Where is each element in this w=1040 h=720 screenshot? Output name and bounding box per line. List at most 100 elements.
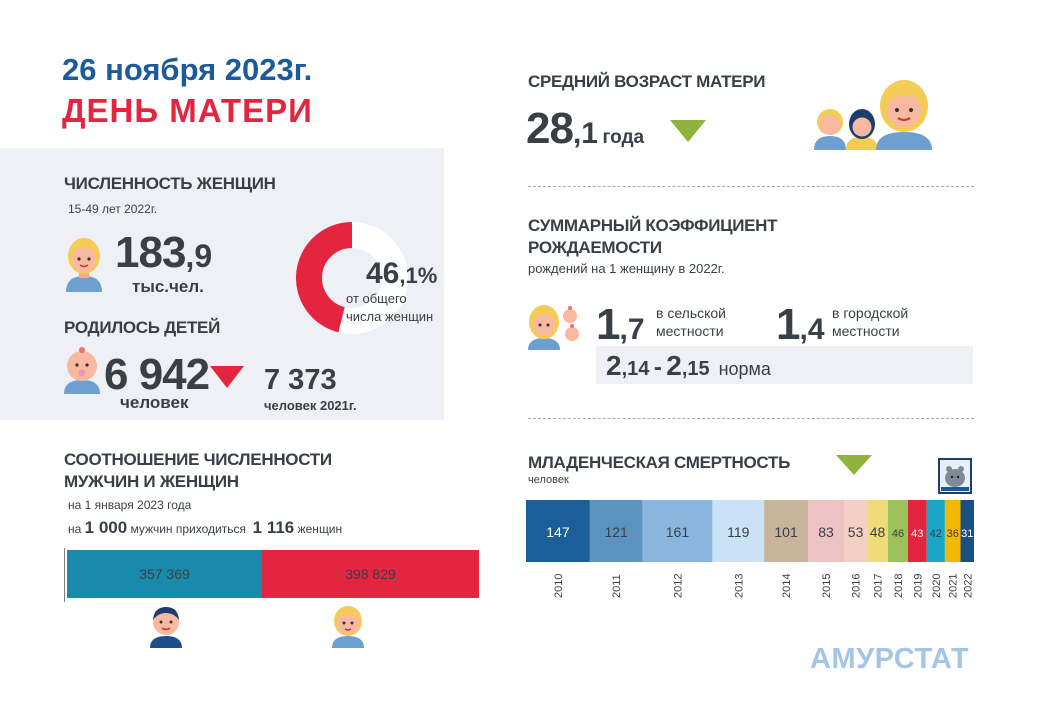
- ratio-title-2: МУЖЧИН И ЖЕНЩИН: [64, 472, 239, 491]
- norm-b-frac: ,15: [681, 358, 710, 380]
- norm-sep: -: [653, 354, 662, 381]
- norm-a-frac: ,14: [621, 358, 650, 380]
- mortality-year-2011: 2011: [611, 574, 623, 598]
- fertility-rural-label-1: в сельской: [656, 305, 726, 321]
- men-segment: 357 369: [67, 550, 262, 598]
- ratio-men-base: 1 000: [84, 518, 128, 537]
- ratio-bar-axis: [64, 548, 68, 602]
- mortality-bar-2020: [926, 500, 945, 562]
- divider-2: [528, 418, 974, 419]
- mortality-value-2018: 46: [892, 528, 904, 540]
- mortality-bar-2011: [589, 500, 643, 562]
- mortality-bar-2014: [764, 500, 809, 562]
- women-count: 183,9: [115, 228, 212, 278]
- mother-age-frac: ,1: [572, 117, 598, 150]
- mortality-value-2021: 36: [947, 528, 959, 540]
- mortality-bar-2010: [526, 500, 590, 562]
- births-prev-unit: человек 2021г.: [264, 398, 357, 413]
- women-count-frac: ,9: [185, 238, 213, 274]
- man-icon: [150, 607, 182, 648]
- mortality-value-2012: 161: [666, 524, 690, 540]
- births-prev-count: 7 373: [264, 364, 337, 396]
- donut-arc: [296, 222, 353, 333]
- fertility-rural-label-2: местности: [656, 323, 724, 339]
- fertility-urban-label-2: местности: [832, 323, 900, 339]
- mortality-value-2010: 147: [546, 524, 570, 540]
- mortality-value-2022: 31: [961, 528, 973, 540]
- ratio-line-suffix: женщин: [297, 522, 343, 536]
- mortality-bar-2017: [867, 500, 888, 562]
- mortality-chart: 147 2010 121 2011 161 2012 119 2013 101 2014 83 201…: [526, 500, 974, 598]
- agency-logo-text: АМУРСТАТ: [810, 643, 970, 675]
- fertility-rural-frac: ,7: [619, 313, 645, 346]
- mortality-title: МЛАДЕНЧЕСКАЯ СМЕРТНОСТЬ: [528, 453, 790, 472]
- mortality-year-2010: 2010: [553, 574, 565, 598]
- mortality-bar-2019: [907, 500, 927, 562]
- mortality-bar-2018: [887, 500, 908, 562]
- down-triangle-green-icon: [670, 120, 706, 142]
- women-segment: 398 829: [262, 550, 479, 598]
- women-share-int: 46: [366, 257, 400, 290]
- ratio-bar: 357 369 398 829: [67, 550, 479, 598]
- fertility-urban-int: 1: [776, 300, 801, 349]
- mortality-year-2019: 2019: [912, 574, 924, 598]
- ratio-line-prefix: на: [68, 522, 82, 536]
- mortality-value-2013: 119: [727, 524, 750, 540]
- men-value-label: 357 369: [139, 566, 190, 582]
- women-share-caption-2: числа женщин: [346, 309, 434, 324]
- ratio-women-per: 1 116: [252, 518, 295, 537]
- fertility-norm: 2,14 - 2,15 норма: [606, 350, 771, 382]
- mortality-value-2019: 43: [911, 528, 923, 540]
- mortality-value-2014: 101: [774, 524, 798, 540]
- norm-b-int: 2: [666, 350, 682, 381]
- date-title: 26 ноября 2023г.: [62, 52, 313, 87]
- fertility-rural: 1,7: [596, 300, 645, 350]
- fertility-urban-label: в городской местности: [832, 304, 908, 340]
- births-count: 6 942: [104, 350, 210, 399]
- event-title: ДЕНЬ МАТЕРИ: [62, 92, 313, 129]
- down-triangle-green-icon-2: [836, 455, 872, 475]
- fertility-urban-label-1: в городской: [832, 305, 909, 321]
- fertility-urban: 1,4: [776, 300, 825, 350]
- family-icon: [814, 80, 932, 150]
- mortality-year-2017: 2017: [873, 574, 885, 598]
- births-count-unit: человек: [120, 393, 189, 412]
- norm-label: норма: [718, 359, 771, 379]
- fertility-subtitle: рождений на 1 женщину в 2022г.: [528, 261, 725, 276]
- women-title: ЧИСЛЕННОСТЬ ЖЕНЩИН: [64, 174, 276, 193]
- baby-icon: [64, 347, 100, 394]
- mortality-year-2013: 2013: [733, 574, 745, 598]
- fertility-title-1: СУММАРНЫЙ КОЭФФИЦИЕНТ: [528, 216, 778, 235]
- fertility-title-2: РОЖДАЕМОСТИ: [528, 238, 662, 257]
- divider-1: [528, 186, 974, 187]
- women-count-unit: тыс.чел.: [132, 277, 204, 296]
- women-share-donut: [296, 222, 408, 334]
- women-value-label: 398 829: [345, 566, 396, 582]
- mortality-year-2018: 2018: [893, 574, 905, 598]
- mother-age-value: 28,1 года: [526, 104, 644, 154]
- mortality-unit: человек: [528, 474, 569, 486]
- mortality-year-2020: 2020: [931, 574, 943, 598]
- mortality-value-2017: 48: [870, 524, 886, 540]
- mortality-year-2021: 2021: [948, 574, 960, 598]
- mortality-bar-2012: [642, 500, 713, 562]
- ratio-line: на 1 000 мужчин приходиться 1 116 женщин: [68, 518, 342, 538]
- fertility-urban-frac: ,4: [799, 313, 825, 346]
- mortality-bar-2021: [944, 500, 961, 562]
- ratio-subtitle: на 1 января 2023 года: [68, 498, 192, 512]
- mother-age-int: 28: [526, 104, 574, 153]
- mortality-value-2015: 83: [818, 524, 834, 540]
- ratio-line-mid: мужчин приходиться: [130, 522, 246, 536]
- norm-a-int: 2: [606, 350, 622, 381]
- mortality-year-2016: 2016: [851, 574, 863, 598]
- women-share-frac: ,1%: [399, 263, 438, 288]
- mortality-bar-2015: [808, 500, 845, 562]
- mother-age-title: СРЕДНИЙ ВОЗРАСТ МАТЕРИ: [528, 72, 766, 91]
- women-share-caption-1: от общего: [346, 291, 407, 306]
- mortality-year-2015: 2015: [821, 574, 833, 598]
- fertility-rural-int: 1: [596, 300, 621, 349]
- women-share: 46,1%: [366, 257, 437, 291]
- down-triangle-icon: [210, 366, 244, 388]
- women-subtitle: 15-49 лет 2022г.: [68, 202, 158, 216]
- emblem-icon: [938, 458, 972, 494]
